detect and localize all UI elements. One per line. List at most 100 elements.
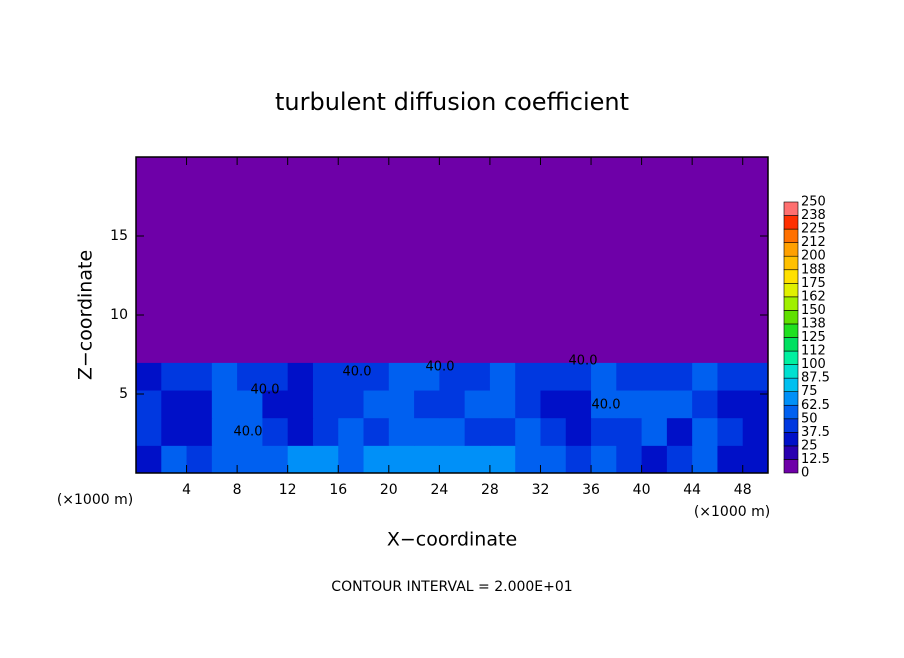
- heat-cell: [439, 417, 466, 446]
- y-tick-label: 10: [110, 307, 128, 323]
- heat-cell: [414, 445, 440, 474]
- heat-cell: [338, 445, 365, 474]
- heat-cell: [540, 157, 567, 363]
- heat-cell: [262, 445, 289, 474]
- heat-cell: [565, 417, 592, 446]
- heat-cell: [515, 362, 541, 391]
- heat-cell: [591, 157, 617, 363]
- heat-cell: [641, 417, 668, 446]
- heat-cell: [464, 157, 491, 363]
- x-tick-label: 48: [734, 482, 752, 498]
- heat-cell: [136, 417, 162, 446]
- heat-cell: [237, 157, 263, 363]
- heat-cell: [439, 362, 466, 391]
- heat-cell: [414, 157, 440, 363]
- heat-cell: [742, 390, 769, 419]
- heat-cell: [616, 445, 643, 474]
- heat-cell: [161, 445, 188, 474]
- colorbar-swatch: [783, 323, 799, 338]
- colorbar-swatch: [783, 350, 799, 365]
- colorbar-swatch: [783, 228, 799, 243]
- contour-label: 40.0: [426, 360, 455, 375]
- heat-cell: [742, 157, 769, 363]
- heat-cell: [641, 390, 668, 419]
- heat-cell: [641, 362, 668, 391]
- heat-cell: [742, 445, 769, 474]
- heat-cell: [666, 390, 693, 419]
- heat-cell: [489, 390, 516, 419]
- heat-cell: [439, 390, 466, 419]
- heat-cell: [717, 362, 744, 391]
- x-tick-label: 12: [279, 482, 297, 498]
- heat-cell: [515, 417, 541, 446]
- heat-cell: [388, 157, 415, 363]
- heat-cell: [211, 390, 238, 419]
- colorbar-swatch: [783, 337, 799, 352]
- heat-cell: [464, 390, 491, 419]
- colorbar-swatch: [783, 391, 799, 406]
- x-unit-label: (×1000 m): [694, 504, 770, 520]
- heat-cell: [287, 362, 314, 391]
- heat-cell: [312, 390, 339, 419]
- colorbar-swatch: [783, 404, 799, 420]
- heat-cell: [312, 445, 339, 474]
- colorbar-label: 225: [801, 222, 826, 237]
- x-tick-label: 16: [329, 482, 347, 498]
- contour-label: 40.0: [343, 365, 372, 380]
- heat-cell: [211, 362, 238, 391]
- heat-cell: [363, 157, 390, 363]
- heat-cell: [186, 417, 213, 446]
- heat-cell: [161, 417, 188, 446]
- x-tick-label: 20: [380, 482, 398, 498]
- colorbar-swatch: [783, 445, 799, 460]
- colorbar-label: 212: [801, 235, 826, 250]
- colorbar-label: 175: [801, 276, 826, 291]
- heat-cell: [540, 390, 567, 419]
- heat-cell: [591, 445, 617, 474]
- colorbar-swatch: [783, 269, 799, 284]
- heat-cell: [262, 390, 289, 419]
- heat-cell: [237, 445, 263, 474]
- colorbar-label: 12.5: [801, 452, 830, 467]
- y-tick-label: 5: [119, 386, 128, 402]
- heat-cell: [287, 417, 314, 446]
- heat-cell: [338, 417, 365, 446]
- heat-cell: [742, 417, 769, 446]
- heat-cell: [262, 417, 289, 446]
- heat-cell: [363, 445, 390, 474]
- heat-cell: [136, 157, 162, 363]
- heat-cell: [666, 445, 693, 474]
- footer-note: CONTOUR INTERVAL = 2.000E+01: [331, 579, 572, 595]
- heat-cell: [464, 445, 491, 474]
- heat-cell: [186, 445, 213, 474]
- heat-cell: [338, 362, 365, 391]
- heat-cell: [388, 445, 415, 474]
- colorbar-label: 150: [801, 303, 826, 318]
- heat-cell: [161, 390, 188, 419]
- heat-cell: [565, 390, 592, 419]
- heat-cell: [312, 157, 339, 363]
- heat-cell: [388, 390, 415, 419]
- heat-cell: [312, 362, 339, 391]
- heat-cell: [591, 390, 617, 419]
- colorbar-label: 200: [801, 249, 826, 264]
- heat-cell: [540, 417, 567, 446]
- heat-cell: [666, 417, 693, 446]
- colorbar-label: 238: [801, 208, 826, 223]
- colorbar-swatch: [783, 201, 799, 216]
- heat-cell: [136, 390, 162, 419]
- heat-cell: [287, 390, 314, 419]
- colorbar-label: 37.5: [801, 425, 830, 440]
- heat-cell: [515, 390, 541, 419]
- heat-cell: [388, 362, 415, 391]
- heat-cell: [540, 445, 567, 474]
- heat-cell: [414, 390, 440, 419]
- heat-cell: [717, 390, 744, 419]
- contour-label: 40.0: [592, 398, 621, 413]
- heat-cell: [591, 417, 617, 446]
- heat-cell: [742, 362, 769, 391]
- colorbar-swatch: [783, 215, 799, 230]
- colorbar-label: 50: [801, 411, 818, 426]
- contour-label: 40.0: [234, 425, 263, 440]
- heat-cell: [717, 417, 744, 446]
